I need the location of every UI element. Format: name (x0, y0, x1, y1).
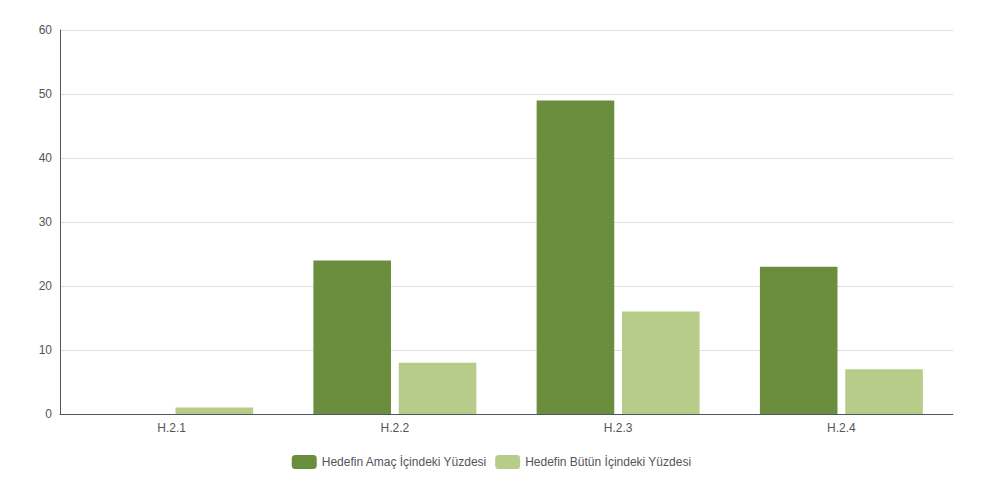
svg-text:H.2.4: H.2.4 (827, 421, 856, 435)
svg-text:Hedefin Bütün İçindeki Yüzdesi: Hedefin Bütün İçindeki Yüzdesi (525, 455, 691, 469)
svg-text:H.2.2: H.2.2 (381, 421, 410, 435)
svg-text:0: 0 (45, 407, 52, 421)
svg-text:Hedefin Amaç İçindeki Yüzdesi: Hedefin Amaç İçindeki Yüzdesi (322, 455, 487, 469)
svg-text:60: 60 (39, 23, 53, 37)
svg-text:30: 30 (39, 215, 53, 229)
svg-text:H.2.1: H.2.1 (157, 421, 186, 435)
svg-text:10: 10 (39, 343, 53, 357)
svg-text:50: 50 (39, 87, 53, 101)
svg-text:40: 40 (39, 151, 53, 165)
svg-text:H.2.3: H.2.3 (604, 421, 633, 435)
svg-text:20: 20 (39, 279, 53, 293)
